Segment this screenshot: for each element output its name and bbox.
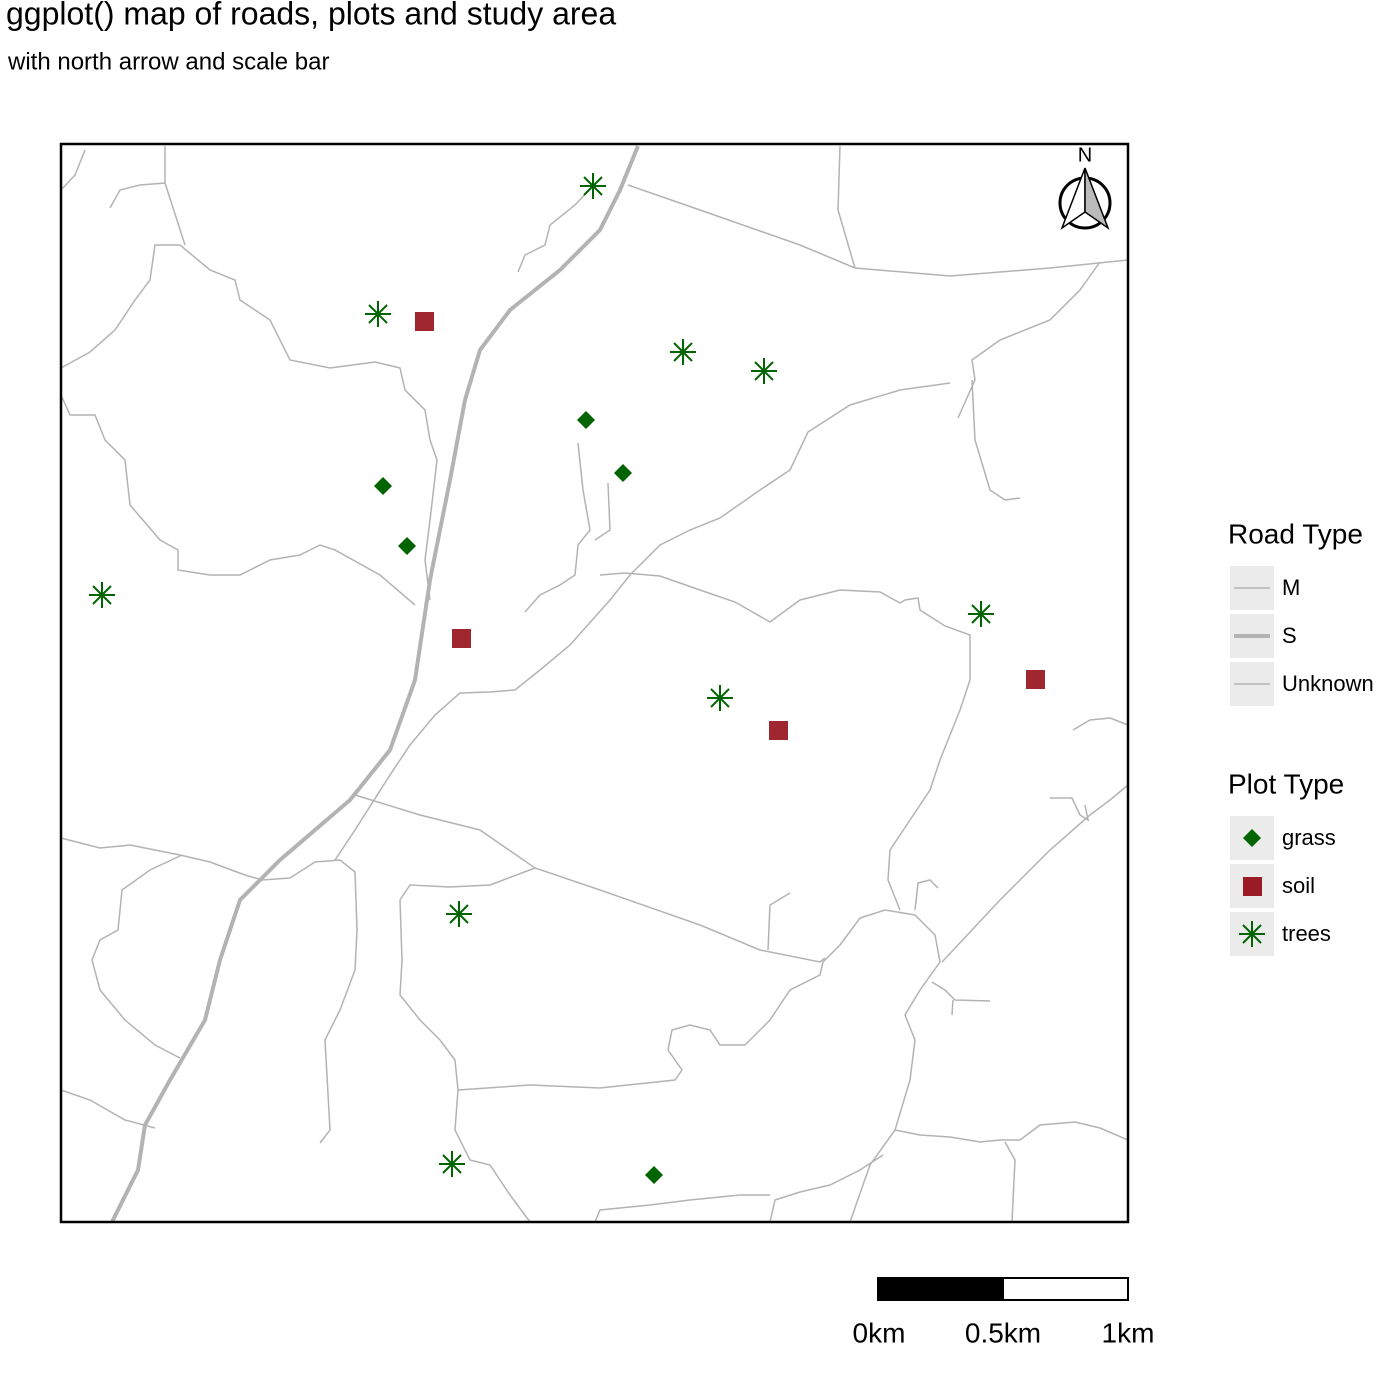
title: ggplot() map of roads, plots and study a…: [6, 0, 616, 31]
legend-title: Road Type: [1228, 518, 1363, 549]
legend-label: Unknown: [1282, 671, 1374, 696]
scale-label: 1km: [1102, 1317, 1155, 1348]
road: [354, 794, 826, 1223]
legend-title: Plot Type: [1228, 768, 1344, 799]
trees-plot: [670, 339, 696, 365]
plot-markers: [374, 411, 663, 1184]
grass-plot: [577, 411, 595, 429]
road: [524, 442, 971, 911]
trees-plot: [439, 1151, 465, 1177]
road: [334, 382, 951, 861]
soil-plot: [769, 721, 788, 740]
road: [60, 146, 186, 246]
scale-label: 0.5km: [965, 1317, 1041, 1348]
legend-label: trees: [1282, 921, 1331, 946]
road: [457, 909, 941, 1223]
main-road: [110, 145, 640, 1223]
panel-border: [59, 142, 1130, 1224]
grass-plot: [398, 537, 416, 555]
legend-key-marker: [1243, 877, 1262, 896]
legend-road-type: Road Type M S Unknown: [1228, 518, 1374, 706]
grass-plot: [374, 477, 392, 495]
grass-plot: [614, 464, 632, 482]
road: [60, 244, 438, 601]
trees-plot: [446, 901, 472, 927]
legend-key-marker: [1243, 829, 1261, 847]
scale-label: 0km: [853, 1317, 906, 1348]
trees-plot: [707, 685, 733, 711]
road: [517, 145, 1129, 277]
road: [60, 854, 183, 1129]
legend-label: M: [1282, 575, 1300, 600]
grass-plot: [645, 1166, 663, 1184]
trees-plot: [89, 582, 115, 608]
road: [60, 394, 416, 606]
trees-plot: [968, 601, 994, 627]
legend-label: soil: [1282, 873, 1315, 898]
panel-background: [61, 144, 1128, 1222]
trees-plot: [751, 358, 777, 384]
plot-markers: [415, 312, 1045, 740]
road: [931, 717, 1129, 1016]
soil-plot: [415, 312, 434, 331]
scale-bar: 0km 0.5km 1km: [853, 1277, 1155, 1348]
trees-plot: [580, 173, 606, 199]
map-panel: N: [59, 142, 1130, 1224]
legend-label: S: [1282, 623, 1297, 648]
road: [957, 261, 1101, 501]
road: [60, 837, 358, 1144]
legend-key-marker: [1239, 921, 1265, 947]
plot-markers: [89, 173, 994, 1177]
scale-segment: [1002, 1277, 1129, 1301]
road: [594, 879, 939, 1223]
soil-plot: [452, 629, 471, 648]
trees-plot: [365, 301, 391, 327]
scale-segment: [877, 1277, 1004, 1301]
legend-label: grass: [1282, 825, 1336, 850]
legend-plot-type: Plot Type grass soil trees: [1228, 768, 1344, 956]
soil-plot: [1026, 670, 1045, 689]
subtitle: with north arrow and scale bar: [7, 48, 330, 75]
minor-roads: [60, 145, 1129, 1223]
north-arrow: N: [1058, 144, 1112, 231]
road: [894, 1121, 1129, 1223]
north-label: N: [1078, 144, 1092, 166]
